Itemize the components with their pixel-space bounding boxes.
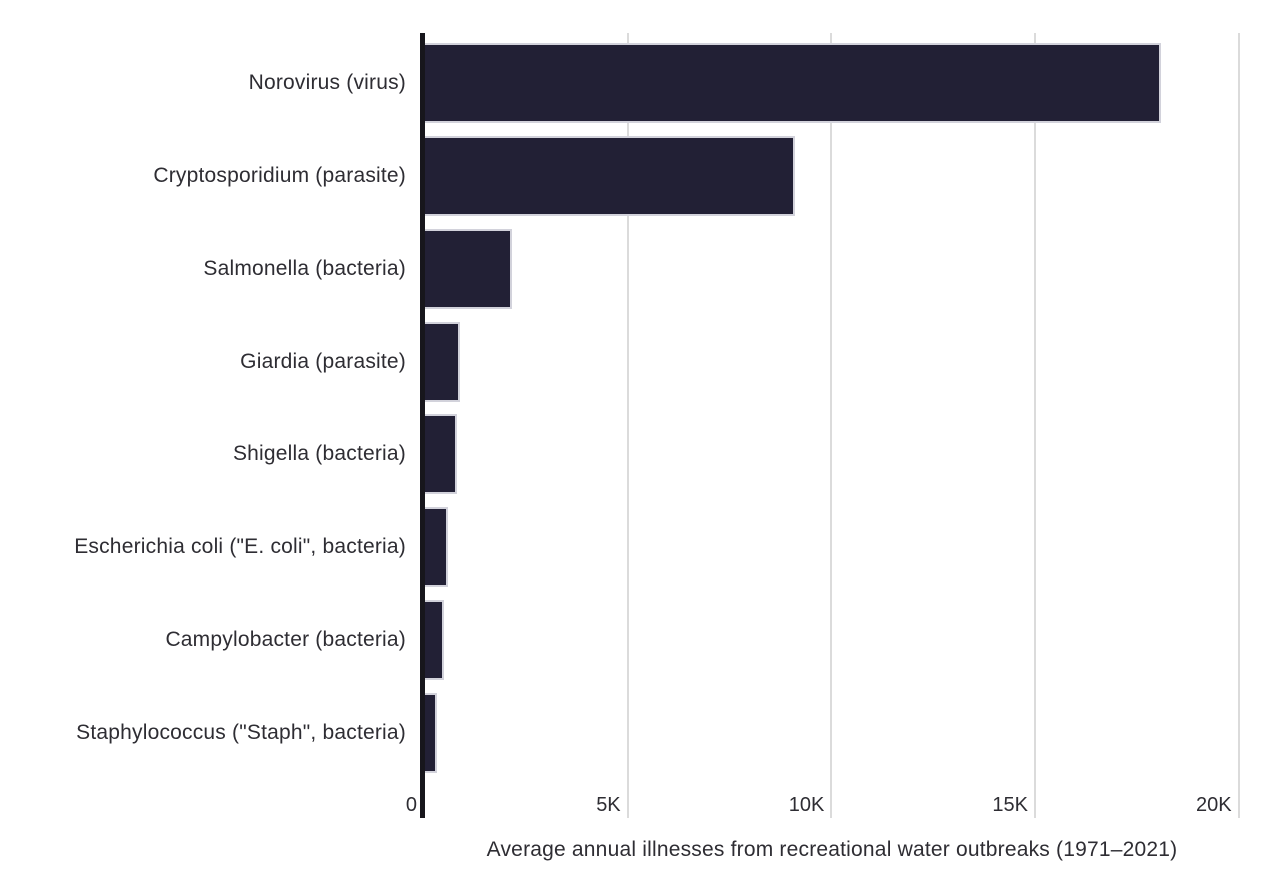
x-tick-label-15K: 15K [992,794,1028,816]
bar [425,135,795,216]
category-label: Cryptosporidium (parasite) [153,163,406,187]
x-axis-title: Average annual illnesses from recreation… [486,838,1178,861]
bar-row: Salmonella (bacteria) [0,228,1280,309]
bar-row: Norovirus (virus) [0,43,1280,123]
bar [425,414,458,495]
bar [425,228,513,309]
category-label: Salmonella (bacteria) [203,256,406,280]
bar [425,43,1162,123]
bar [425,321,460,402]
bar-rows: Norovirus (virus) Cryptosporidium (parasi… [0,33,1280,818]
bar [425,600,444,681]
bar-row: Cryptosporidium (parasite) [0,135,1280,216]
bar-row: Escherichia coli ("E. coli", bacteria) [0,507,1280,588]
gridline-15K [1033,33,1036,818]
gridline-10K [830,33,833,818]
category-label: Campylobacter (bacteria) [165,628,406,652]
category-label: Shigella (bacteria) [232,442,406,466]
category-label: Staphylococcus ("Staph", bacteria) [76,720,406,744]
category-label: Escherichia coli ("E. coli", bacteria) [74,535,406,559]
bar [425,507,449,588]
bar-row: Campylobacter (bacteria) [0,600,1280,681]
y-axis-line [420,33,425,818]
bar [425,692,438,773]
gridline-5K [626,33,629,818]
category-label: Giardia (parasite) [240,349,406,373]
x-tick-label-0: 0 [405,794,417,816]
bar-row: Staphylococcus ("Staph", bacteria) [0,692,1280,773]
bar-row: Giardia (parasite) [0,321,1280,402]
x-tick-label-10K: 10K [788,794,825,816]
x-tick-label-20K: 20K [1196,794,1232,816]
gridline-20K [1237,33,1240,818]
x-tick-label-5K: 5K [596,794,621,816]
bar-row: Shigella (bacteria) [0,414,1280,495]
category-label: Norovirus (virus) [248,71,406,94]
